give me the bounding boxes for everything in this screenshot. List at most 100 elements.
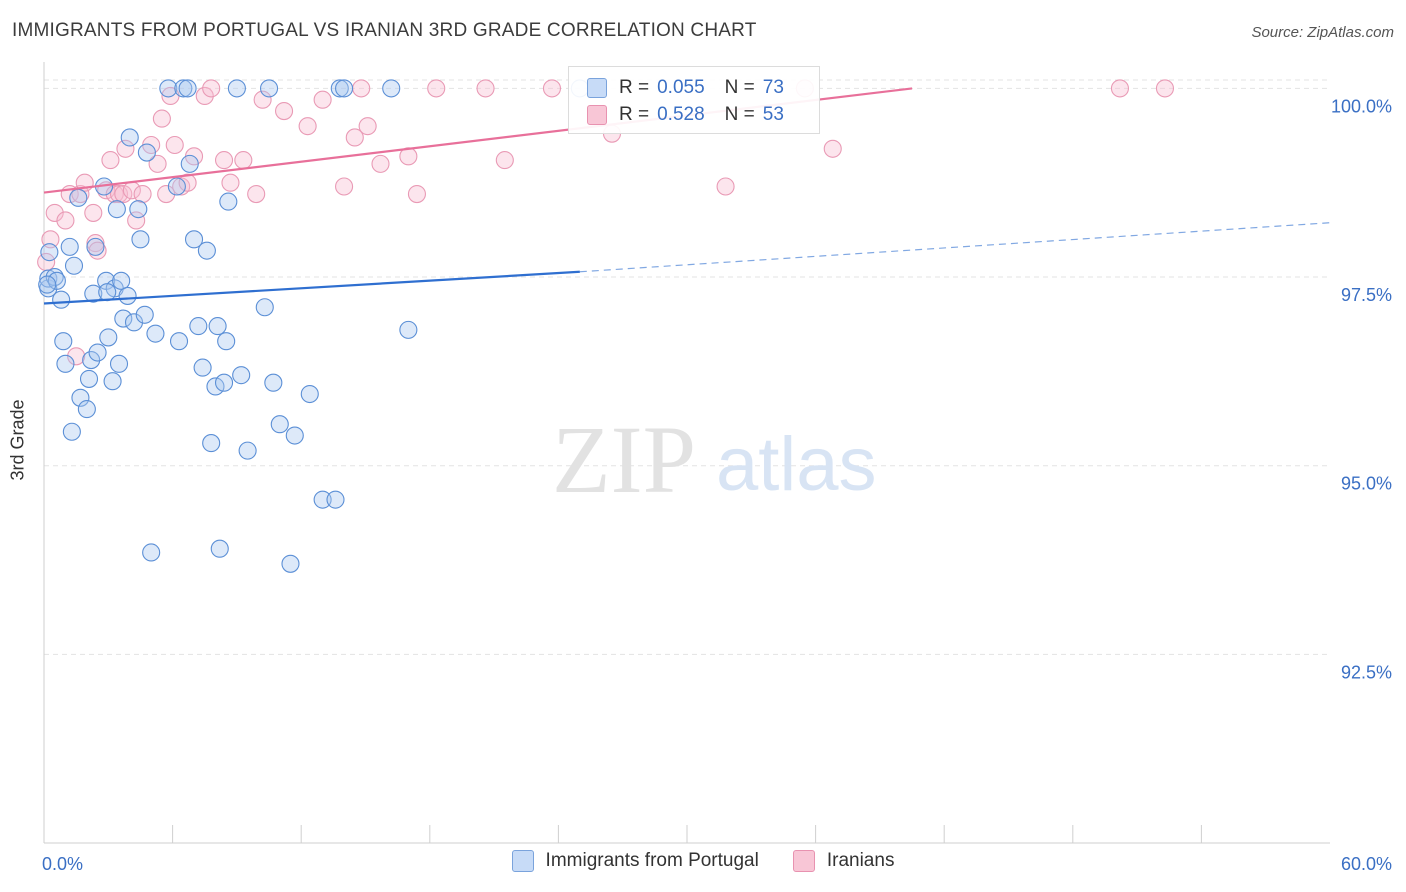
iranian-point <box>407 185 426 204</box>
portugal-point <box>60 237 79 256</box>
portugal-point <box>219 192 238 211</box>
portugal-point <box>79 369 99 388</box>
iranian-point <box>247 185 266 204</box>
legend-n-label: N = <box>724 104 755 125</box>
portugal-point <box>77 400 96 419</box>
iranian-point <box>313 90 332 109</box>
portugal-point <box>313 490 332 509</box>
iranian-point <box>114 185 133 204</box>
portugal-trend-line <box>43 270 580 305</box>
portugal-point <box>382 79 401 98</box>
iranian-point <box>56 211 75 230</box>
portugal-point <box>118 286 137 305</box>
portugal-point <box>47 271 66 290</box>
portugal-point <box>120 128 139 147</box>
iranian-point <box>427 79 446 98</box>
data-points <box>37 79 1175 573</box>
iranian-point <box>152 109 171 128</box>
portugal-point <box>335 79 354 98</box>
portugal-point <box>142 543 161 562</box>
portugal-point <box>71 388 90 407</box>
legend-r-label: R = <box>619 77 650 98</box>
portugal-point <box>86 237 105 256</box>
portugal-point <box>174 79 193 98</box>
legend-swatch-iranians <box>587 105 607 125</box>
portugal-trend-extension <box>579 222 1331 273</box>
portugal-point <box>330 79 349 98</box>
iranian-point <box>542 79 562 98</box>
portugal-point <box>214 373 234 392</box>
legend-r-value: 0.055 <box>657 77 705 98</box>
portugal-point <box>227 79 246 98</box>
legend-item-portugal[interactable]: Immigrants from Portugal <box>511 850 759 872</box>
iranian-point <box>476 79 495 98</box>
iranian-point <box>352 79 371 98</box>
iranian-point <box>716 177 735 196</box>
iranian-point <box>253 90 272 109</box>
iranian-point <box>823 139 842 158</box>
iranian-point <box>1110 79 1130 98</box>
portugal-point <box>137 143 156 162</box>
portugal-point <box>197 241 216 260</box>
chart-title: IMMIGRANTS FROM PORTUGAL VS IRANIAN 3RD … <box>12 20 757 41</box>
portugal-point <box>40 243 59 262</box>
iranian-point <box>214 151 234 170</box>
portugal-point <box>193 358 212 377</box>
iranian-point <box>202 79 221 98</box>
portugal-point <box>206 377 225 396</box>
portugal-point <box>167 177 186 196</box>
iranian-point <box>335 177 354 196</box>
iranian-point <box>371 154 390 173</box>
legend-item-iranians[interactable]: Iranians <box>792 850 895 872</box>
portugal-point <box>82 351 101 370</box>
portugal-point <box>238 441 257 460</box>
iranian-point <box>86 234 105 253</box>
iranian-point <box>84 203 103 222</box>
portugal-point <box>109 354 129 373</box>
legend-row-iranians: R = 0.528 N = 53 <box>587 102 784 128</box>
portugal-point <box>135 305 154 324</box>
portugal-point <box>64 256 84 275</box>
portugal-point <box>114 309 133 328</box>
portugal-point <box>189 317 208 336</box>
iranian-point <box>345 128 364 147</box>
portugal-point <box>208 317 227 336</box>
portugal-point <box>399 320 418 339</box>
iranian-point <box>234 151 253 170</box>
y-tick-label: 97.5% <box>1341 285 1392 305</box>
portugal-point <box>98 283 117 302</box>
portugal-point <box>99 328 118 347</box>
portugal-point <box>217 332 236 351</box>
portugal-point <box>56 354 75 373</box>
portugal-point <box>159 79 178 98</box>
correlation-legend: R = 0.055 N = 73 R = 0.528 N = 53 <box>568 66 820 134</box>
iranian-point <box>165 135 184 155</box>
y-tick-label: 92.5% <box>1341 662 1392 682</box>
portugal-point <box>178 79 197 98</box>
iranian-point <box>133 185 152 204</box>
iranian-point <box>298 117 317 136</box>
portugal-point <box>112 271 131 290</box>
legend-n-value: 53 <box>762 104 784 125</box>
iranian-point <box>495 151 514 170</box>
iranian-point <box>195 86 214 106</box>
legend-swatch-portugal <box>511 850 534 872</box>
portugal-point <box>285 426 304 445</box>
iranian-point <box>101 151 120 170</box>
portugal-point <box>202 434 221 453</box>
iranian-point <box>41 230 60 249</box>
legend-n-label: N = <box>724 77 755 98</box>
legend-label-iranians: Iranians <box>826 850 895 871</box>
y-tick-label: 100.0% <box>1331 96 1392 116</box>
iranian-point <box>358 117 377 136</box>
source-credit: Source: ZipAtlas.com <box>1251 24 1394 41</box>
iranian-point <box>148 154 167 173</box>
legend-swatch-portugal <box>587 78 607 98</box>
tick-labels: 100.0% 97.5% 95.0% 92.5% 0.0% 60.0% <box>42 96 1392 874</box>
iranian-point <box>127 211 146 230</box>
iranian-point <box>67 347 86 366</box>
legend-r-value: 0.528 <box>657 104 705 125</box>
portugal-point <box>69 188 88 207</box>
portugal-point <box>259 79 279 98</box>
portugal-point <box>124 313 144 332</box>
